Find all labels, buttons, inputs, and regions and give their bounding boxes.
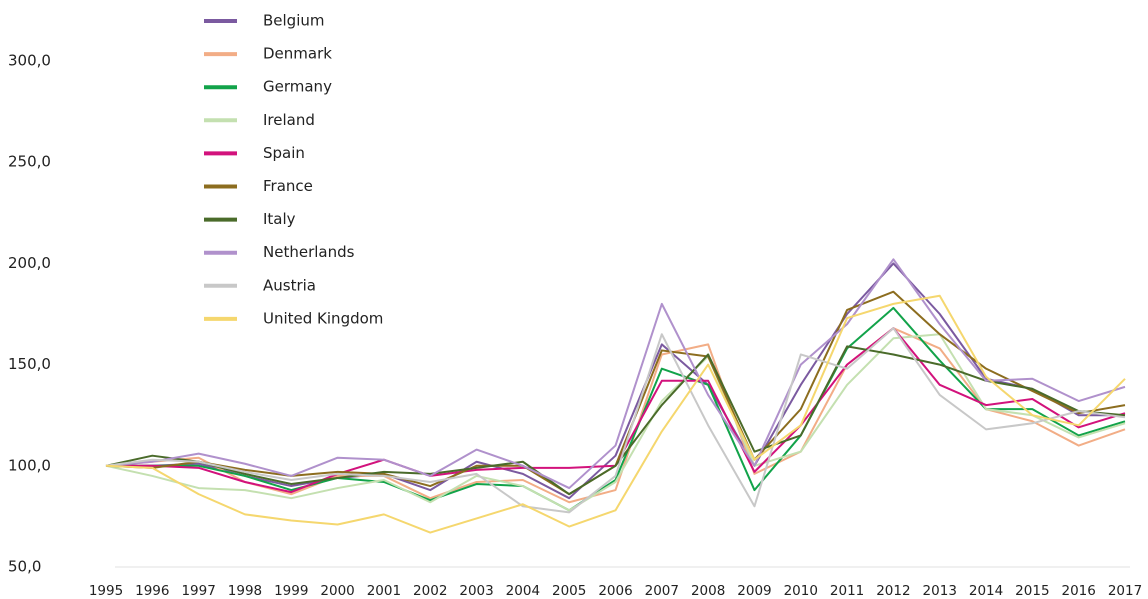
x-tick-label: 2001 — [367, 583, 401, 599]
series-line — [105, 290, 1126, 496]
x-tick-label: 1997 — [181, 583, 215, 599]
y-tick-label: 100,0 — [8, 456, 51, 474]
series-line — [105, 327, 1126, 514]
y-tick-label: 250,0 — [8, 153, 51, 171]
x-tick-label: 1999 — [274, 583, 308, 599]
x-tick-label: 2010 — [784, 583, 818, 599]
x-tick-label: 1998 — [228, 583, 262, 599]
legend-label: Netherlands — [263, 243, 355, 261]
legend-label: Belgium — [263, 12, 325, 30]
x-tick-label: 2014 — [969, 583, 1003, 599]
y-tick-label: 150,0 — [8, 355, 51, 373]
x-tick-label: 2003 — [459, 583, 493, 599]
legend-label: Italy — [263, 210, 296, 228]
x-tick-label: 2017 — [1108, 583, 1142, 599]
legend-label: Spain — [263, 144, 305, 162]
x-tick-label: 2013 — [923, 583, 957, 599]
series-line — [105, 327, 1126, 504]
x-tick-label: 2012 — [876, 583, 910, 599]
legend-label: Austria — [263, 276, 316, 294]
x-tick-label: 1996 — [135, 583, 169, 599]
series-line — [106, 262, 1125, 500]
x-tick-label: 2011 — [830, 583, 864, 599]
x-tick-label: 1995 — [89, 583, 123, 599]
y-tick-label: 200,0 — [8, 254, 51, 272]
x-tick-label: 2009 — [737, 583, 771, 599]
y-tick-label: 50,0 — [8, 558, 41, 576]
x-tick-label: 2004 — [506, 583, 540, 599]
legend-label: United Kingdom — [263, 309, 383, 327]
x-tick-label: 2015 — [1015, 583, 1049, 599]
legend-label: France — [263, 177, 313, 195]
legend-label: Denmark — [263, 45, 332, 63]
series-line — [105, 294, 1126, 534]
series-line — [106, 306, 1126, 512]
x-tick-label: 2007 — [645, 583, 679, 599]
x-tick-label: 2006 — [598, 583, 632, 599]
legend-label: Ireland — [263, 111, 315, 129]
y-tick-label: 300,0 — [8, 52, 51, 70]
legend-label: Germany — [263, 78, 332, 96]
series-line — [105, 258, 1126, 490]
x-tick-label: 2005 — [552, 583, 586, 599]
x-tick-label: 2016 — [1062, 583, 1096, 599]
x-tick-label: 2008 — [691, 583, 725, 599]
x-tick-label: 2002 — [413, 583, 447, 599]
series-line — [105, 345, 1126, 496]
series-line — [105, 333, 1126, 512]
x-tick-label: 2000 — [320, 583, 354, 599]
